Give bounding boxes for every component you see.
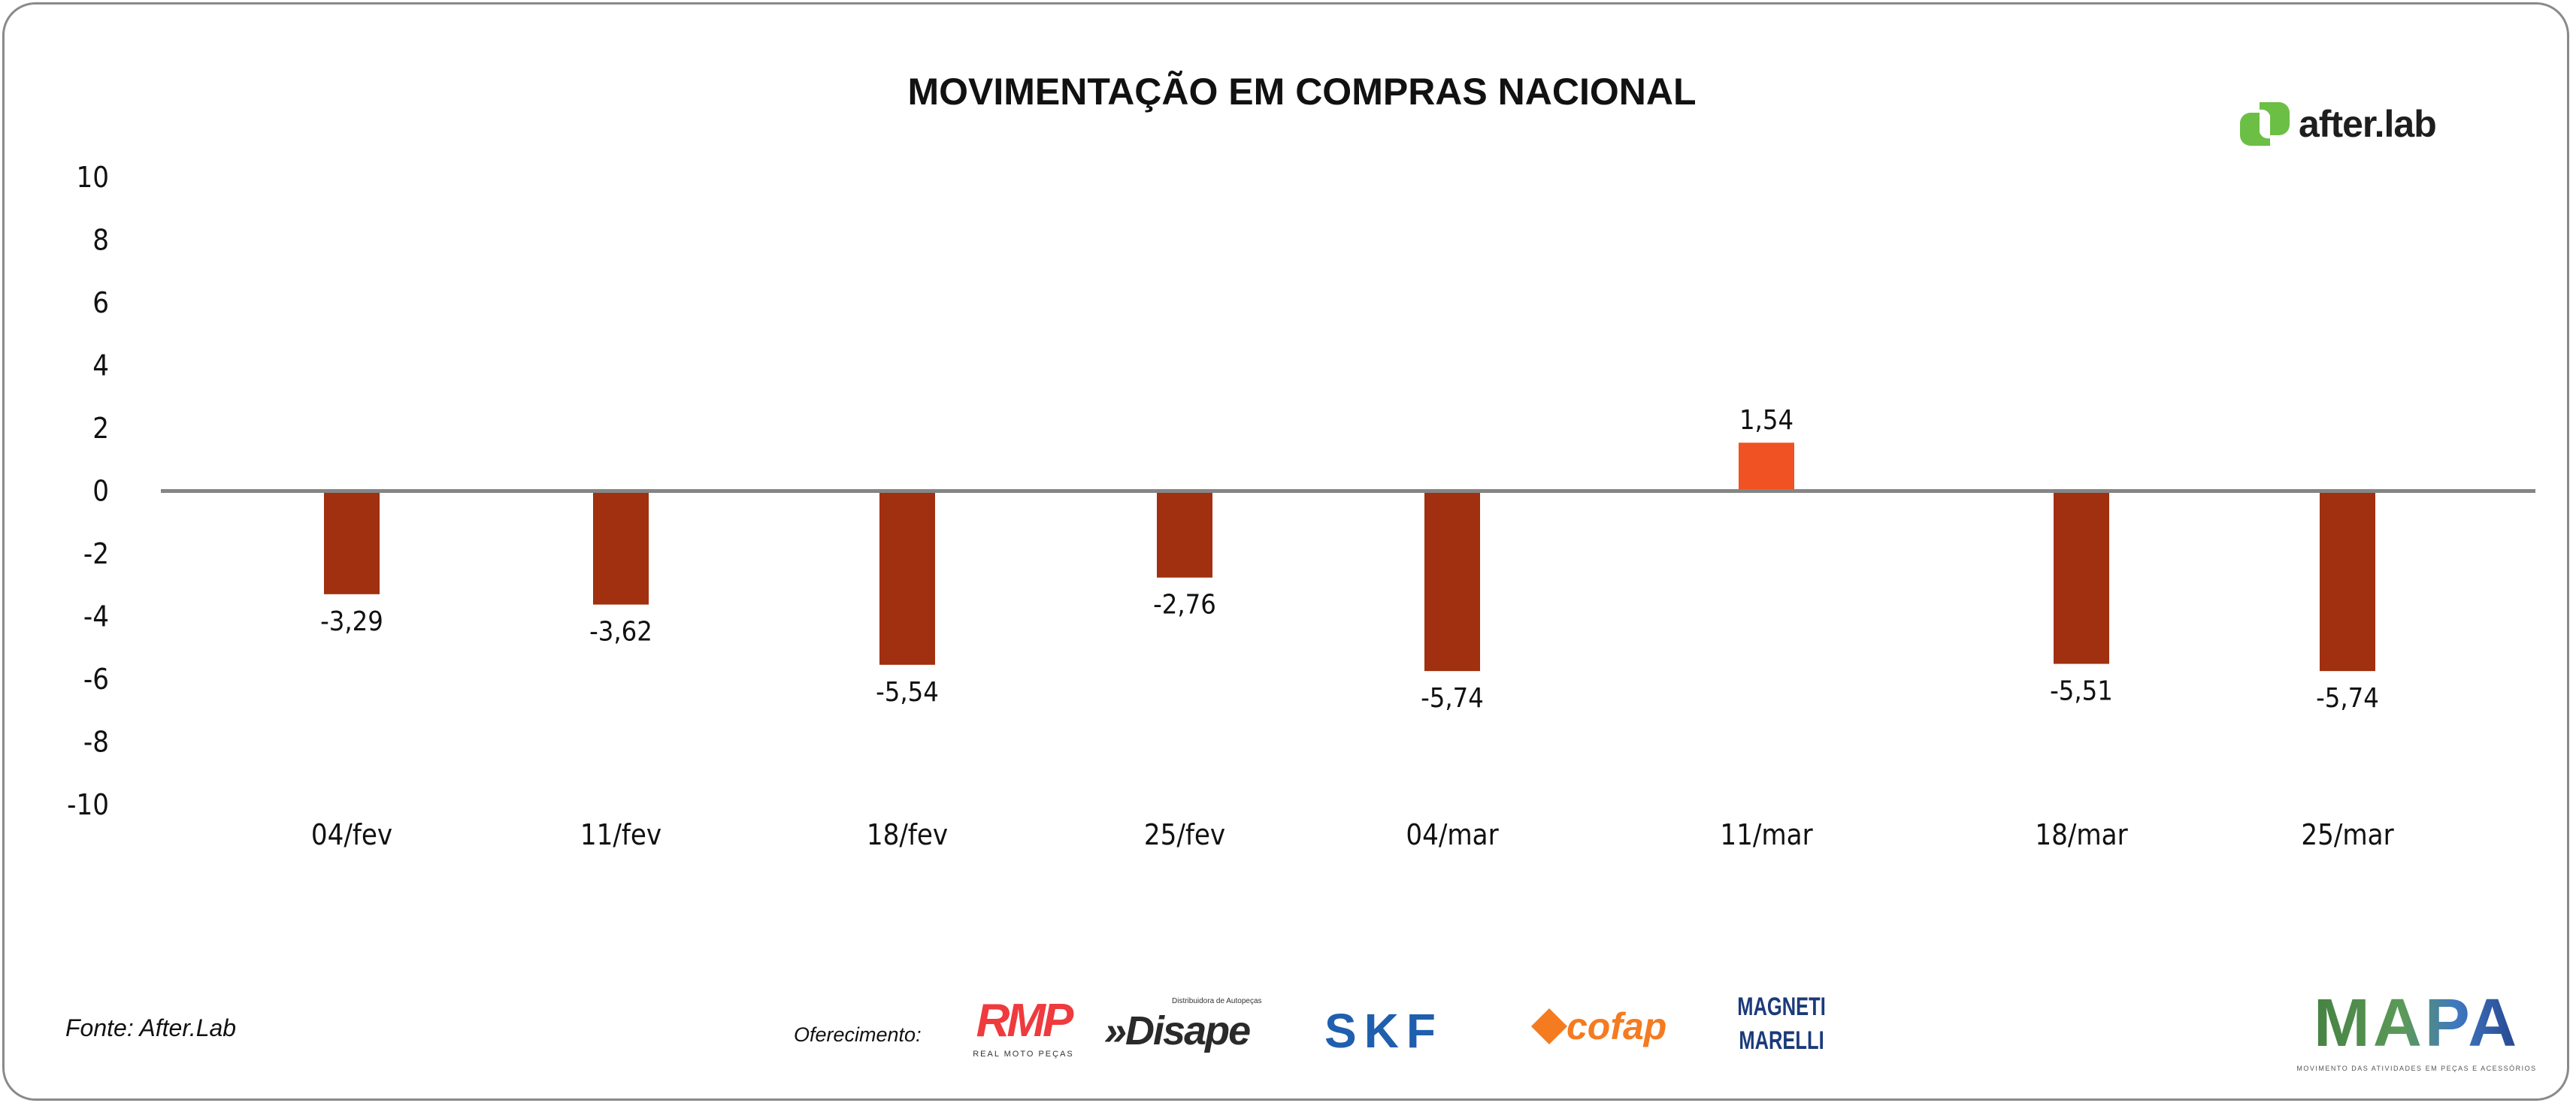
y-tick-label: 0	[92, 475, 109, 508]
mapa-logo: MAPA MOVIMENTO DAS ATIVIDADES EM PEÇAS E…	[2285, 983, 2548, 1073]
disape-logo: Distribuidora de Autopeças »Disape	[1104, 996, 1262, 1056]
bar	[879, 491, 935, 665]
data-label: -5,74	[1421, 683, 1484, 714]
source-note: Fonte: After.Lab	[65, 1014, 237, 1041]
y-tick-label: -6	[83, 663, 109, 696]
disape-logo-sub: Distribuidora de Autopeças	[1172, 997, 1262, 1005]
y-tick-label: -4	[83, 600, 109, 633]
x-tick-label: 11/mar	[1720, 818, 1813, 851]
mapa-logo-sub: MOVIMENTO DAS ATIVIDADES EM PEÇAS E ACES…	[2296, 1065, 2537, 1072]
y-tick-label: 10	[77, 161, 110, 194]
magneti-marelli-logo: MAGNETI MARELLI	[1722, 990, 1841, 1058]
sponsors-label: Oferecimento:	[794, 1023, 922, 1046]
disape-logo-text: »Disape	[1104, 1008, 1251, 1053]
data-label: -3,29	[320, 606, 383, 637]
x-tick-label: 18/fev	[867, 818, 948, 851]
data-label: -5,51	[2050, 676, 2113, 707]
y-tick-label: 8	[92, 224, 109, 257]
data-label: -5,54	[876, 677, 939, 708]
bar	[1739, 443, 1794, 491]
x-tick-label: 25/mar	[2301, 818, 2394, 851]
cofap-logo-text: cofap	[1566, 1005, 1667, 1047]
cofap-logo: cofap	[1530, 1004, 1667, 1049]
afterlab-logo: after.lab	[2240, 101, 2437, 147]
x-tick-label: 04/mar	[1406, 818, 1499, 851]
y-tick-label: -8	[83, 726, 109, 759]
chart-title: MOVIMENTAÇÃO EM COMPRAS NACIONAL	[907, 71, 1697, 113]
afterlab-logo-text: after.lab	[2299, 103, 2437, 145]
afterlab-logo-icon	[2240, 102, 2290, 146]
x-tick-label: 18/mar	[2035, 818, 2128, 851]
bar	[2320, 491, 2375, 672]
y-tick-label: 4	[92, 349, 109, 382]
rmp-logo: RMP REAL MOTO PEÇAS	[961, 993, 1085, 1059]
x-tick-label: 11/fev	[580, 818, 661, 851]
data-label: -2,76	[1153, 590, 1216, 621]
mapa-logo-text: MAPA	[2285, 983, 2548, 1064]
bar	[593, 491, 649, 605]
bar	[324, 491, 380, 594]
cofap-logo-icon	[1530, 1008, 1568, 1045]
bar	[1424, 491, 1480, 672]
y-tick-label: -10	[67, 788, 109, 821]
marelli-text: MARELLI	[1739, 1026, 1824, 1055]
data-label: -3,62	[589, 617, 652, 648]
data-label: -5,74	[2316, 683, 2379, 714]
x-tick-label: 25/fev	[1144, 818, 1225, 851]
rmp-logo-sub: REAL MOTO PEÇAS	[973, 1050, 1074, 1059]
y-tick-label: 2	[92, 412, 109, 445]
y-tick-label: -2	[83, 537, 109, 570]
bar	[1157, 491, 1212, 578]
y-tick-label: 6	[92, 286, 109, 319]
rmp-logo-text: RMP	[976, 995, 1074, 1047]
data-label: 1,54	[1739, 405, 1794, 436]
bar	[2054, 491, 2109, 664]
x-tick-label: 04/fev	[311, 818, 392, 851]
skf-logo: SKF	[1324, 1004, 1443, 1058]
magneti-text: MAGNETI	[1737, 993, 1826, 1021]
